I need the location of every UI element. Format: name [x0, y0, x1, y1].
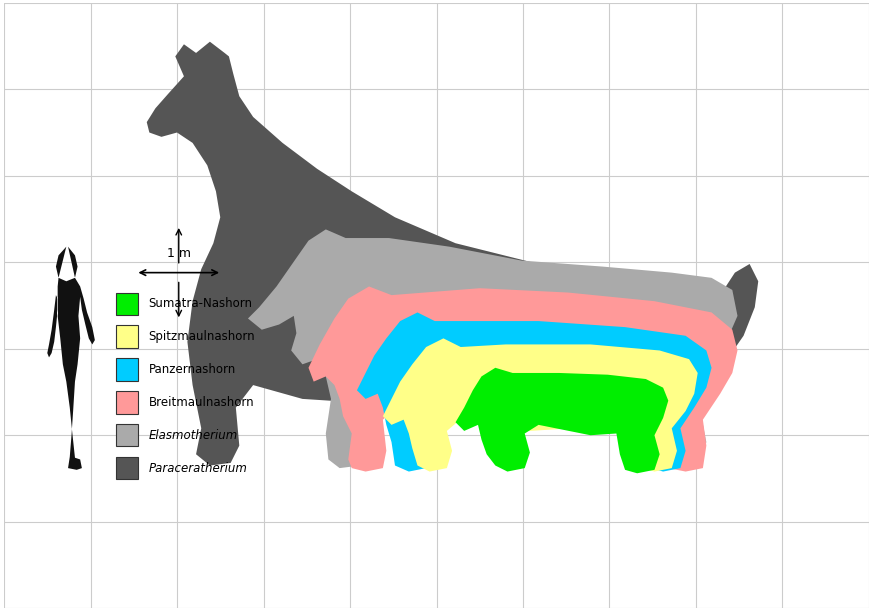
Text: 1 m: 1 m — [167, 247, 191, 260]
Polygon shape — [383, 338, 698, 472]
Bar — [116, 326, 138, 348]
Text: Elasmotherium: Elasmotherium — [148, 429, 237, 442]
Polygon shape — [308, 287, 738, 472]
Polygon shape — [47, 247, 95, 470]
Text: Paraceratherium: Paraceratherium — [148, 461, 247, 475]
Polygon shape — [456, 368, 669, 474]
Bar — [116, 391, 138, 414]
Text: Panzernashorn: Panzernashorn — [148, 363, 236, 376]
Polygon shape — [147, 42, 759, 467]
Bar — [116, 457, 138, 480]
Text: Breitmaulnashorn: Breitmaulnashorn — [148, 396, 254, 409]
Text: Spitzmaulnashorn: Spitzmaulnashorn — [148, 330, 255, 343]
Text: Sumatra-Nashorn: Sumatra-Nashorn — [148, 298, 252, 310]
Polygon shape — [357, 312, 711, 472]
Bar — [116, 358, 138, 381]
Bar — [116, 424, 138, 447]
Bar — [116, 293, 138, 315]
Polygon shape — [248, 229, 738, 468]
